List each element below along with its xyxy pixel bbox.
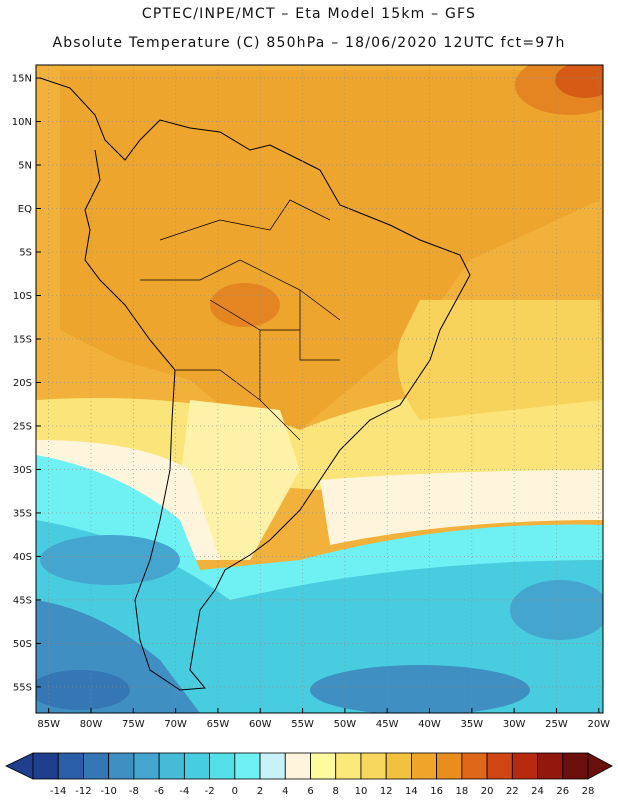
colorbar-right-arrow	[587, 752, 613, 780]
field-blue-deep	[36, 670, 130, 710]
lon-tick-label: 55W	[291, 719, 314, 730]
latitude-axis: 15N 10N 5N EQ 5S 10S 15S 20S 25S 30S 35S 40S 45S 50S 5…	[12, 74, 41, 693]
colorbar: -14 -12 -10 -8 -6 -4 -2 0 2 4 6 8 10 12 14 16 18 20 22 24 26…	[5, 752, 613, 797]
lat-tick-label: 30S	[13, 465, 32, 476]
colorbar-label: -2	[205, 786, 215, 797]
colorbar-label: 20	[481, 786, 494, 797]
lat-tick-label: 35S	[13, 508, 32, 519]
graticule	[36, 65, 603, 713]
field-blue-se	[510, 580, 603, 640]
lat-tick-label: 15S	[13, 334, 32, 345]
colorbar-label: 12	[380, 786, 393, 797]
colorbar-label: 2	[257, 786, 263, 797]
colorbar-segment	[209, 752, 236, 780]
lat-tick-label: 5N	[18, 161, 32, 172]
colorbar-segment	[385, 752, 412, 780]
colorbar-label: 26	[556, 786, 569, 797]
lon-tick-label: 50W	[334, 719, 357, 730]
colorbar-segment	[436, 752, 463, 780]
lat-tick-label: EQ	[18, 204, 32, 215]
lat-tick-label: 10N	[12, 117, 32, 128]
colorbar-label: -14	[50, 786, 66, 797]
lat-tick-label: 10S	[13, 291, 32, 302]
field-cyan	[36, 520, 603, 713]
field-cream-east	[320, 470, 603, 545]
colorbar-segment	[259, 752, 286, 780]
colorbar-label: 0	[232, 786, 238, 797]
temperature-field	[36, 65, 603, 713]
field-hot-3	[210, 283, 280, 327]
lat-tick-label: 45S	[13, 595, 32, 606]
lat-tick-label: 50S	[13, 639, 32, 650]
map-frame	[35, 64, 604, 714]
lon-tick-label: 65W	[207, 719, 230, 730]
colorbar-label: -10	[101, 786, 117, 797]
colorbar-segment	[360, 752, 387, 780]
chart-title-line1: CPTEC/INPE/MCT – Eta Model 15km – GFS	[141, 6, 477, 22]
lon-tick-label: 85W	[37, 719, 60, 730]
lon-tick-label: 80W	[80, 719, 103, 730]
colorbar-segment	[108, 752, 135, 780]
colorbar-segment	[511, 752, 538, 780]
colorbar-label: 24	[531, 786, 544, 797]
colorbar-label: 4	[282, 786, 288, 797]
colorbar-segment	[133, 752, 160, 780]
colorbar-segment	[310, 752, 337, 780]
colorbar-segment	[411, 752, 438, 780]
chart-title-line2: Absolute Temperature (C) 850hPa – 18/06/…	[52, 35, 566, 51]
lon-tick-label: 35W	[461, 719, 484, 730]
lat-tick-label: 25S	[13, 421, 32, 432]
colorbar-segment	[461, 752, 488, 780]
colorbar-label: -6	[154, 786, 164, 797]
colorbar-label: 28	[582, 786, 595, 797]
colorbar-label: 18	[455, 786, 468, 797]
lon-tick-label: 60W	[249, 719, 272, 730]
field-warm-interior	[60, 70, 600, 430]
colorbar-segment	[32, 752, 59, 780]
colorbar-segment	[335, 752, 362, 780]
colorbar-label: 8	[333, 786, 339, 797]
colorbar-label: 10	[355, 786, 368, 797]
colorbar-segment	[284, 752, 311, 780]
colorbar-segment	[486, 752, 513, 780]
colorbar-segment	[57, 752, 84, 780]
lon-tick-label: 25W	[545, 719, 568, 730]
colorbar-segment	[83, 752, 110, 780]
colorbar-label: -8	[129, 786, 139, 797]
lat-tick-label: 5S	[19, 248, 32, 259]
colorbar-label: -12	[75, 786, 91, 797]
colorbar-segment	[537, 752, 564, 780]
colorbar-segment	[234, 752, 261, 780]
lat-tick-label: 40S	[13, 552, 32, 563]
lon-tick-label: 20W	[587, 719, 610, 730]
colorbar-label: -4	[179, 786, 189, 797]
lat-tick-label: 20S	[13, 378, 32, 389]
colorbar-segment	[562, 752, 589, 780]
coastline	[39, 77, 471, 691]
lon-tick-label: 70W	[164, 719, 187, 730]
lat-tick-label: 15N	[12, 74, 32, 85]
lon-tick-label: 75W	[122, 719, 145, 730]
field-blue-w	[40, 535, 180, 585]
longitude-axis: 85W 80W 75W 70W 65W 60W 55W 50W 45W 40W 35W 30W 25W 2…	[37, 708, 610, 730]
field-blue-s	[310, 665, 530, 713]
colorbar-label: 14	[405, 786, 418, 797]
colorbar-segment	[183, 752, 210, 780]
field-yellow-east	[397, 300, 603, 420]
colorbar-label: 6	[307, 786, 313, 797]
field-hot-2	[555, 65, 603, 98]
colorbar-segment	[158, 752, 185, 780]
field-pale-yellow	[180, 400, 300, 560]
lon-tick-label: 40W	[418, 719, 441, 730]
colorbar-label: 16	[430, 786, 443, 797]
lon-tick-label: 45W	[376, 719, 399, 730]
lat-tick-label: 55S	[13, 682, 32, 693]
lon-tick-label: 30W	[503, 719, 526, 730]
colorbar-label: 22	[506, 786, 519, 797]
colorbar-left-arrow	[5, 752, 34, 780]
